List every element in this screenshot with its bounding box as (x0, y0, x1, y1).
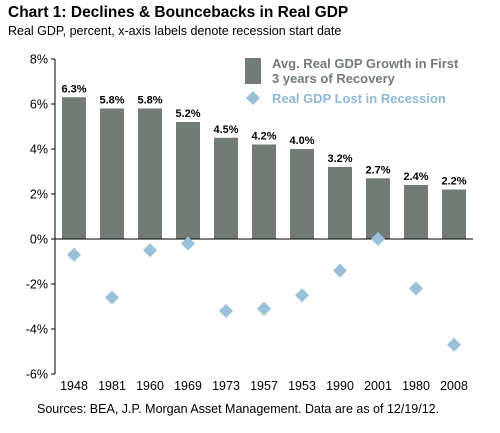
diamond-2001 (371, 232, 385, 246)
axis-layer: 1948 1981 1960 1969 1973 1957 1953 1990 2001 1980… (26, 53, 473, 393)
bar-1980 (404, 185, 428, 239)
x-tick-label-1980: 1980 (402, 379, 430, 393)
bar-value-label-1948: 6.3% (61, 83, 86, 95)
bar-value-label-1960: 5.8% (137, 95, 162, 107)
diamond-1969 (181, 236, 195, 251)
bar-value-label-1969: 5.2% (175, 108, 200, 120)
bar-1953 (290, 149, 314, 239)
bar-value-label-1981: 5.8% (99, 95, 124, 107)
bars-layer: 6.3% 5.8% 5.8% 5.2% 4.5% 4.2% 4.0% 3.2% 2.7% 2.4%… (61, 83, 467, 239)
source-note: Sources: BEA, J.P. Morgan Asset Manageme… (37, 402, 440, 416)
x-tick-label-2008: 2008 (440, 379, 468, 393)
y-tick-label: -6% (26, 368, 48, 382)
diamond-1990 (333, 263, 347, 278)
diamonds-layer (67, 232, 461, 352)
bar-2001 (366, 178, 390, 239)
legend-bar-swatch (245, 58, 261, 84)
diamond-2008 (447, 337, 461, 352)
y-tick-label: 2% (30, 188, 48, 202)
y-tick-label: 0% (30, 233, 48, 247)
x-tick-label-1960: 1960 (136, 379, 164, 393)
chart-title: Chart 1: Declines & Bouncebacks in Real … (8, 4, 349, 21)
diamond-1960 (143, 243, 157, 258)
bar-1969 (176, 122, 200, 239)
bar-value-label-2008: 2.2% (441, 176, 466, 188)
bar-1981 (100, 108, 124, 239)
x-tick-label-2001: 2001 (364, 379, 392, 393)
bar-1957 (252, 144, 276, 239)
chart-subtitle: Real GDP, percent, x-axis labels denote … (8, 24, 342, 38)
x-tick-label-1948: 1948 (60, 379, 88, 393)
legend-diamond-swatch (246, 91, 260, 105)
x-tick-label-1969: 1969 (174, 379, 202, 393)
diamond-1981 (105, 290, 119, 305)
legend-diamond-label: Real GDP Lost in Recession (272, 91, 446, 106)
x-tick-label-1973: 1973 (212, 379, 240, 393)
bar-value-label-1953: 4.0% (289, 135, 314, 147)
x-tick-label-1957: 1957 (250, 379, 278, 393)
y-tick-label: 6% (30, 98, 48, 112)
bar-value-label-2001: 2.7% (365, 164, 390, 176)
bar-value-label-1980: 2.4% (403, 171, 428, 183)
diamond-1948 (67, 247, 81, 262)
diamond-1973 (219, 304, 233, 318)
y-tick-label: 8% (30, 53, 48, 67)
bar-value-label-1973: 4.5% (213, 124, 238, 136)
diamond-1980 (409, 281, 423, 296)
y-tick-label: -4% (26, 323, 48, 337)
x-tick-label-1990: 1990 (326, 379, 354, 393)
bar-1990 (328, 167, 352, 239)
legend: Avg. Real GDP Growth in First 3 years of… (245, 56, 459, 106)
bar-1960 (138, 108, 162, 239)
x-tick-label-1953: 1953 (288, 379, 316, 393)
x-tick-label-1981: 1981 (98, 379, 126, 393)
bar-value-label-1990: 3.2% (327, 153, 352, 165)
y-tick-label: -2% (26, 278, 48, 292)
bar-value-label-1957: 4.2% (251, 131, 276, 143)
diamond-1953 (295, 288, 309, 303)
bar-2008 (442, 189, 466, 239)
diamond-1957 (257, 301, 271, 316)
bar-1948 (62, 97, 86, 239)
legend-bar-label-line1: Avg. Real GDP Growth in First (272, 56, 459, 71)
bar-1973 (214, 137, 238, 239)
legend-bar-label-line2: 3 years of Recovery (272, 71, 396, 86)
y-tick-label: 4% (30, 143, 48, 157)
